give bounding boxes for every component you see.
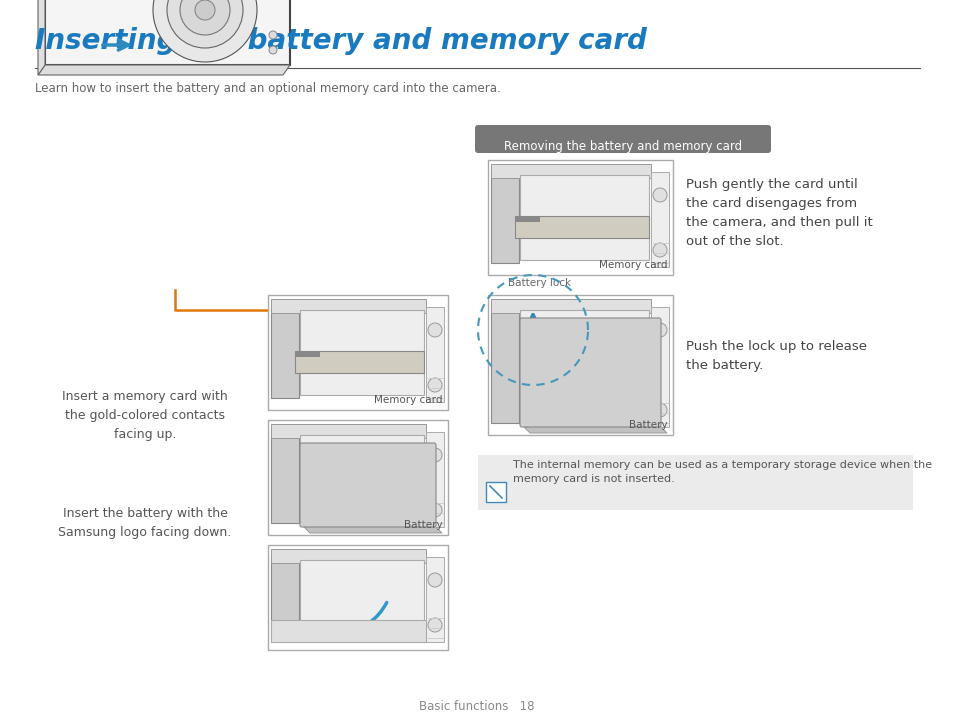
Circle shape [428,573,441,587]
Bar [271,430,298,523]
Text: Push the lock up to release
the battery.: Push the lock up to release the battery. [685,340,866,372]
Polygon shape [302,525,441,533]
Circle shape [428,503,441,517]
Circle shape [269,31,276,39]
Bar [650,172,668,267]
Text: Memory card: Memory card [598,260,667,270]
Text: Inserting the battery and memory card: Inserting the battery and memory card [35,27,646,55]
Text: Battery lock: Battery lock [507,278,571,288]
Polygon shape [45,0,290,65]
Bar [268,420,448,535]
FancyBboxPatch shape [475,125,770,153]
FancyBboxPatch shape [299,443,436,527]
Bar [485,482,505,502]
Bar [268,545,448,650]
Circle shape [180,0,230,35]
Bar [294,351,319,357]
Bar [271,424,426,438]
Bar [488,295,672,435]
Circle shape [194,0,214,20]
Bar [515,216,648,238]
Circle shape [652,243,666,257]
Bar [271,305,298,398]
Bar [426,307,443,402]
Text: Push gently the card until
the card disengages from
the camera, and then pull it: Push gently the card until the card dise… [685,178,872,248]
Text: Memory card: Memory card [375,395,442,405]
Circle shape [428,378,441,392]
Circle shape [269,46,276,54]
Bar [491,305,518,423]
Bar [488,160,672,275]
Bar [519,310,648,420]
Text: The internal memory can be used as a temporary storage device when the
memory ca: The internal memory can be used as a tem… [513,460,931,484]
Bar [268,295,448,410]
Bar [515,216,539,222]
Bar [491,170,518,263]
Text: Insert the battery with the
Samsung logo facing down.: Insert the battery with the Samsung logo… [58,507,232,539]
Bar [299,310,423,395]
Bar [271,549,426,563]
Bar [299,435,423,520]
Circle shape [652,403,666,417]
Bar [491,299,650,313]
Circle shape [152,0,256,62]
Polygon shape [271,620,426,642]
Bar [477,455,912,510]
Circle shape [652,188,666,202]
Circle shape [428,448,441,462]
Text: Battery: Battery [629,420,667,430]
Bar [294,351,423,373]
Text: Battery: Battery [404,520,442,530]
Text: Learn how to insert the battery and an optional memory card into the camera.: Learn how to insert the battery and an o… [35,82,500,95]
Text: Insert a memory card with
the gold-colored contacts
facing up.: Insert a memory card with the gold-color… [62,390,228,441]
Bar [519,175,648,260]
Polygon shape [38,65,290,75]
Bar [426,432,443,527]
Text: Removing the battery and memory card: Removing the battery and memory card [503,140,741,153]
Circle shape [652,323,666,337]
Bar [491,164,650,178]
FancyBboxPatch shape [519,318,660,427]
Polygon shape [521,425,666,433]
Bar [299,560,423,635]
Circle shape [428,323,441,337]
Bar [271,299,426,313]
Bar [271,555,298,638]
Bar [426,557,443,642]
Bar [650,307,668,427]
Circle shape [428,618,441,632]
Circle shape [167,0,243,48]
Text: Basic functions   18: Basic functions 18 [418,700,535,713]
Polygon shape [38,0,45,75]
